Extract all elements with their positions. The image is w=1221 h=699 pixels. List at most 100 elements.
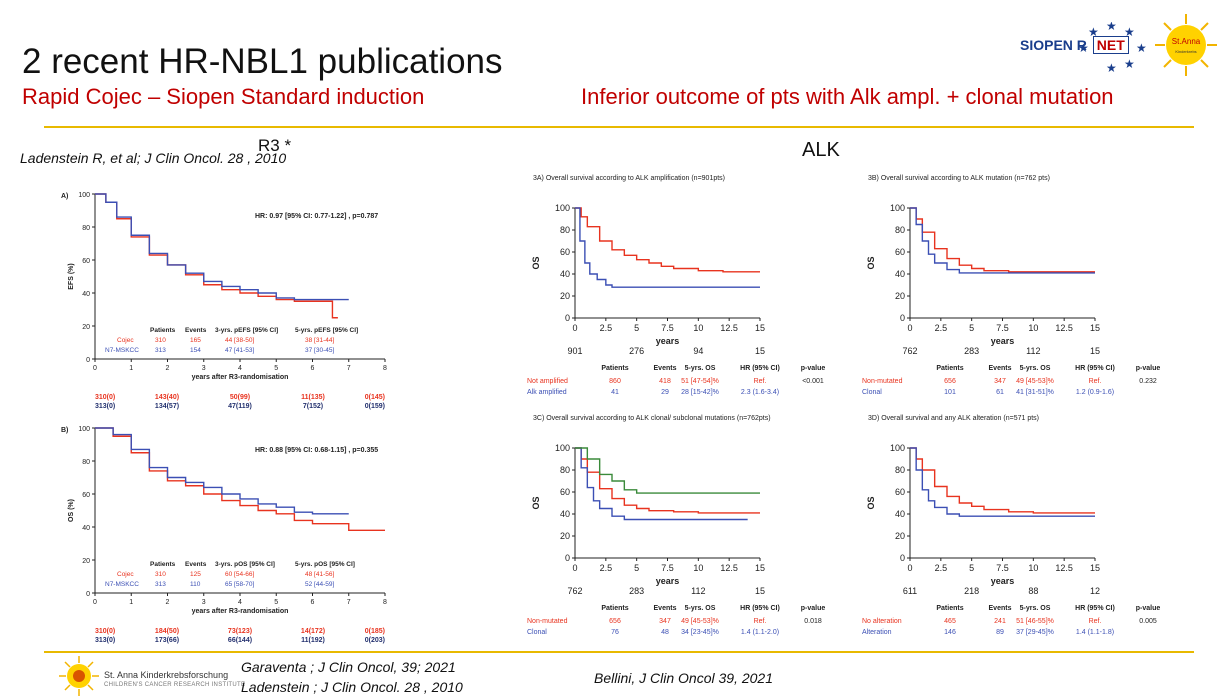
svg-text:★: ★: [1106, 61, 1117, 72]
table-cell: 125: [190, 571, 201, 578]
risk-table-cell: 184(50): [155, 628, 179, 635]
table-header: 5-yrs. OS: [685, 365, 716, 372]
x-tick-label: 8: [383, 365, 387, 372]
table-cell: 656: [609, 618, 621, 625]
table-series-name: N7-MSKCC: [105, 347, 139, 354]
table-header: HR (95% CI): [1075, 605, 1115, 612]
x-tick-label: 10: [693, 323, 703, 333]
table-cell: 48 [41-56]: [305, 571, 334, 578]
chart-panel-3b: 3B) Overall survival according to ALK mu…: [862, 175, 1160, 396]
at-risk-count: 218: [964, 586, 979, 596]
table-header: HR (95% CI): [740, 365, 780, 372]
table-cell: 52 [44-59]: [305, 581, 334, 588]
chart-panel-a: A) 0 20 40 60 80 100 0 1 2 3 4 5 6 7 8 EFS (%) years afte…: [61, 192, 387, 410]
y-tick-label: 80: [82, 225, 90, 232]
y-tick-label: 100: [78, 192, 90, 199]
siopen-net-box: NET: [1092, 36, 1129, 54]
table-header: p-value: [801, 365, 826, 372]
hr-text: HR: 0.97 [95% CI: 0.77-1.22] , p=0.787: [255, 213, 378, 220]
panel-title: 3D) Overall survival and any ALK alterat…: [868, 415, 1039, 422]
x-tick-label: 0: [93, 599, 97, 606]
risk-table-cell: 11(135): [301, 394, 325, 401]
x-tick-label: 6: [311, 365, 315, 372]
x-tick-label: 3: [202, 599, 206, 606]
x-tick-label: 7: [347, 365, 351, 372]
panel-label: A): [61, 193, 68, 200]
svg-text:Kinderkrebs: Kinderkrebs: [1175, 49, 1196, 54]
table-series-name: Clonal: [527, 629, 547, 636]
x-axis-label: years: [991, 336, 1015, 346]
risk-table-cell: 143(40): [155, 394, 179, 401]
at-risk-count: 15: [755, 586, 765, 596]
table-series-name: Alk amplified: [527, 389, 567, 396]
table-cell: 89: [996, 629, 1004, 636]
at-risk-count: 15: [755, 346, 765, 356]
chart-panel-3d: 3D) Overall survival and any ALK alterat…: [862, 415, 1160, 636]
table-header: Patients: [601, 365, 628, 372]
x-tick-label: 2.5: [600, 323, 613, 333]
table-cell: 418: [659, 378, 671, 385]
table-cell: 310: [155, 571, 166, 578]
table-header: Patients: [601, 605, 628, 612]
x-tick-label: 5: [634, 323, 639, 333]
risk-table-cell: 11(192): [301, 637, 325, 644]
table-cell: 47 [41-53]: [225, 347, 254, 354]
at-risk-count: 762: [902, 346, 917, 356]
risk-table-cell: 310(0): [95, 628, 115, 635]
x-tick-label: 2.5: [600, 563, 613, 573]
x-tick-label: 10: [693, 563, 703, 573]
x-tick-label: 8: [383, 599, 387, 606]
chart-panel-b: B) 0 20 40 60 80 100 0 1 2 3 4 5 6 7 8 OS (%) years after…: [61, 426, 387, 644]
alk-label: ALK: [802, 139, 840, 161]
risk-table-cell: 0(159): [365, 403, 385, 410]
at-risk-count: 94: [693, 346, 703, 356]
y-tick-label: 40: [560, 509, 570, 519]
y-axis-label: OS: [866, 496, 876, 509]
table-cell: Ref.: [754, 618, 767, 625]
x-tick-label: 2: [166, 599, 170, 606]
x-tick-label: 12.5: [720, 563, 738, 573]
table-cell: 28 [15-42]%: [681, 389, 719, 396]
table-cell: 61: [996, 389, 1004, 396]
x-tick-label: 0: [907, 563, 912, 573]
at-risk-count: 283: [964, 346, 979, 356]
series-line-no-alteration: [910, 447, 1095, 514]
table-header: Patients: [936, 605, 963, 612]
x-tick-label: 15: [1090, 323, 1100, 333]
risk-table-cell: 73(123): [228, 628, 252, 635]
table-header: 5-yrs. pOS [95% CI]: [295, 561, 355, 568]
x-tick-label: 4: [238, 599, 242, 606]
risk-table-cell: 173(66): [155, 637, 179, 644]
svg-text:★: ★: [1136, 41, 1147, 55]
table-cell: 165: [190, 337, 201, 344]
table-header: HR (95% CI): [1075, 365, 1115, 372]
table-cell: 65 [58-70]: [225, 581, 254, 588]
x-tick-label: 2: [166, 365, 170, 372]
x-axis-label: years: [991, 576, 1015, 586]
table-cell: Ref.: [1089, 378, 1102, 385]
siopen-logo-text: SIOPEN R: [1020, 37, 1087, 53]
stanna-footer-sun-icon: [59, 656, 99, 696]
y-tick-label: 0: [86, 357, 90, 364]
y-tick-label: 0: [565, 553, 570, 563]
x-tick-label: 0: [572, 563, 577, 573]
y-tick-label: 80: [560, 465, 570, 475]
risk-table-cell: 14(172): [301, 628, 325, 635]
table-cell: 656: [944, 378, 956, 385]
y-tick-label: 40: [82, 525, 90, 532]
table-cell: <0.001: [802, 378, 824, 385]
stanna-sun-logo: St.Anna Kinderkrebs: [1155, 14, 1217, 76]
at-risk-count: 283: [629, 586, 644, 596]
y-axis-label: OS: [531, 496, 541, 509]
y-tick-label: 60: [560, 247, 570, 257]
table-header: Patients: [936, 365, 963, 372]
y-tick-label: 20: [82, 558, 90, 565]
x-tick-label: 7.5: [661, 563, 674, 573]
y-tick-label: 20: [895, 291, 905, 301]
x-tick-label: 15: [755, 563, 765, 573]
series-line-cojec: [95, 427, 385, 531]
y-axis-label: OS: [866, 256, 876, 269]
table-series-name: Non-mutated: [527, 618, 568, 625]
table-cell: 1.4 (1.1-2.0): [741, 629, 779, 636]
y-tick-label: 60: [895, 487, 905, 497]
